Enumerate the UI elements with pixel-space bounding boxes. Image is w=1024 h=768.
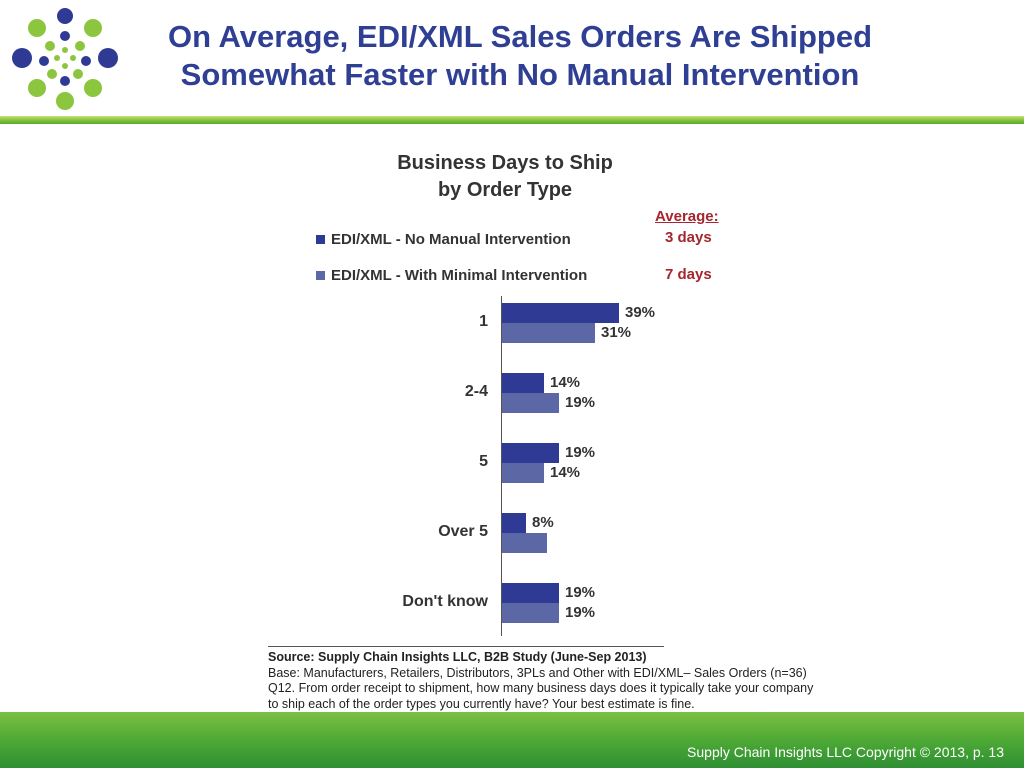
- value-label: 19%: [565, 444, 596, 461]
- source-divider: [268, 646, 664, 647]
- category-label: Over 5: [438, 523, 488, 540]
- source-line-2: Base: Manufacturers, Retailers, Distribu…: [268, 665, 807, 680]
- title-line-1: On Average, EDI/XML Sales Orders Are Shi…: [167, 19, 873, 54]
- legend-entry-series-2: EDI/XML - With Minimal Intervention: [316, 267, 587, 284]
- value-label: 31%: [601, 324, 632, 341]
- company-logo: [12, 8, 118, 110]
- footer-band: Supply Chain Insights LLC Copyright © 20…: [0, 712, 1024, 768]
- source-line-3: Q12. From order receipt to shipment, how…: [268, 681, 814, 695]
- value-label: 14%: [550, 374, 581, 391]
- value-label: 8%: [532, 514, 554, 531]
- average-heading: Average:: [655, 208, 719, 225]
- bar-series-1: [502, 513, 526, 533]
- chart-title: Business Days to Ship by Order Type: [360, 150, 650, 204]
- average-series-2: 7 days: [665, 266, 712, 283]
- legend-swatch-series-1: [316, 235, 325, 244]
- bar-series-1: [502, 583, 559, 603]
- value-label: 19%: [565, 394, 596, 411]
- category-label: 1: [479, 313, 488, 330]
- source-line-1: Source: Supply Chain Insights LLC, B2B S…: [268, 650, 647, 664]
- value-label: 39%: [625, 304, 656, 321]
- category-label: 2-4: [464, 383, 488, 400]
- page-title: On Average, EDI/XML Sales Orders Are Shi…: [120, 18, 920, 94]
- legend-label-series-2: EDI/XML - With Minimal Intervention: [331, 267, 588, 284]
- bar-series-2: [502, 533, 547, 553]
- bar-series-2: [502, 393, 559, 413]
- y-axis-line: [501, 296, 502, 636]
- source-line-4: to ship each of the order types you curr…: [268, 696, 695, 711]
- legend-swatch-series-2: [316, 271, 325, 280]
- footer-copyright: Supply Chain Insights LLC Copyright © 20…: [687, 744, 1004, 760]
- bar-series-2: [502, 603, 559, 623]
- bar-series-1: [502, 303, 619, 323]
- value-label: 19%: [565, 584, 596, 601]
- bar-series-2: [502, 463, 544, 483]
- bar-series-1: [502, 373, 544, 393]
- title-line-2: Somewhat Faster with No Manual Intervent…: [180, 57, 860, 92]
- title-divider: [0, 116, 1024, 124]
- bar-series-1: [502, 443, 559, 463]
- category-label: 5: [479, 453, 488, 470]
- chart-title-line-1: Business Days to Ship: [397, 152, 613, 174]
- value-label: 19%: [565, 604, 596, 621]
- average-series-1: 3 days: [665, 229, 712, 246]
- bar-series-2: [502, 323, 595, 343]
- source-notes: Source: Supply Chain Insights LLC, B2B S…: [268, 650, 813, 712]
- legend-label-series-1: EDI/XML - No Manual Intervention: [331, 231, 571, 248]
- value-label: 14%: [550, 464, 581, 481]
- chart-title-line-2: by Order Type: [437, 179, 573, 201]
- legend-entry-series-1: EDI/XML - No Manual Intervention: [316, 231, 571, 248]
- category-label: Don't know: [402, 593, 488, 610]
